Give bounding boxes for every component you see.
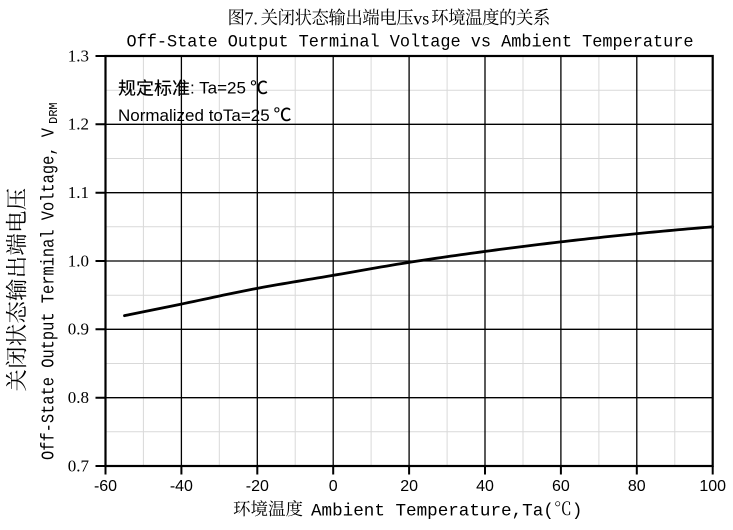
svg-text:0.7: 0.7 xyxy=(68,456,90,475)
svg-text:1.2: 1.2 xyxy=(68,115,89,134)
svg-text:100: 100 xyxy=(699,478,726,495)
svg-text:7.: 7. xyxy=(244,8,258,28)
svg-text:: Ta=25: : Ta=25 xyxy=(190,78,246,97)
svg-text:40: 40 xyxy=(476,478,494,495)
svg-text:Normalized toTa=25: Normalized toTa=25 xyxy=(118,106,270,125)
svg-text:Ambient Temperature,Ta(: Ambient Temperature,Ta( xyxy=(311,502,554,522)
svg-text:DRM: DRM xyxy=(47,102,61,124)
svg-text:60: 60 xyxy=(552,478,570,495)
svg-text:1.1: 1.1 xyxy=(68,183,89,202)
svg-text:1.3: 1.3 xyxy=(68,46,89,65)
svg-text:20: 20 xyxy=(400,478,418,495)
svg-text:-60: -60 xyxy=(94,478,117,495)
svg-text:0: 0 xyxy=(329,478,338,495)
svg-text:0.9: 0.9 xyxy=(68,320,89,339)
svg-text:Off-State Output Terminal Volt: Off-State Output Terminal Voltage vs Amb… xyxy=(127,34,694,53)
svg-text:-20: -20 xyxy=(246,478,269,495)
svg-text:Off-State Output Terminal Volt: Off-State Output Terminal Voltage, V xyxy=(40,128,60,460)
svg-text:80: 80 xyxy=(628,478,646,495)
svg-text:vs: vs xyxy=(413,8,429,28)
svg-text:): ) xyxy=(572,502,583,522)
svg-text:1.0: 1.0 xyxy=(68,251,89,270)
svg-text:0.8: 0.8 xyxy=(68,388,89,407)
svg-text:-40: -40 xyxy=(170,478,193,495)
